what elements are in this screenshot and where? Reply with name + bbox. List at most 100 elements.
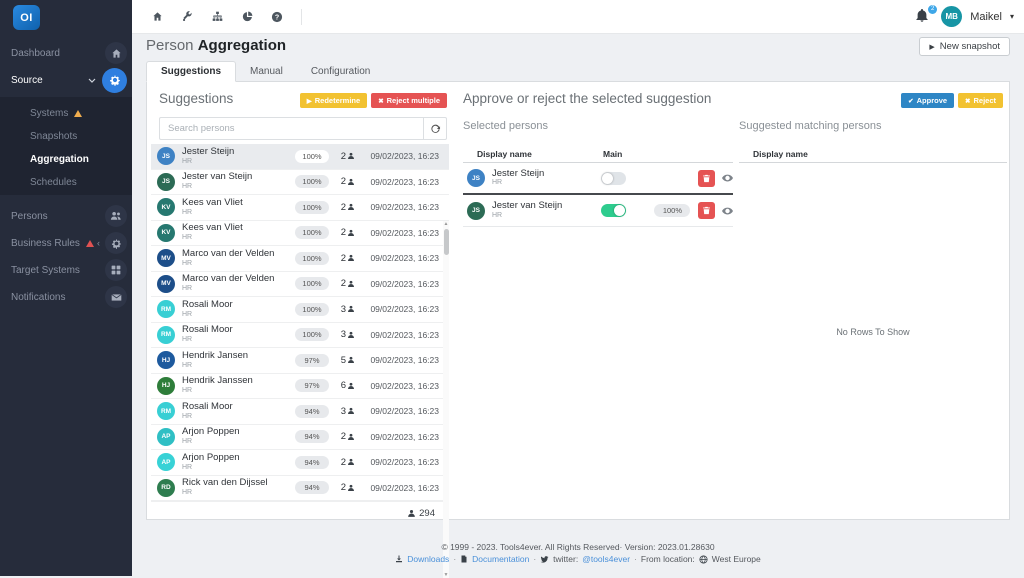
sidebar-item-aggregation[interactable]: Aggregation xyxy=(0,148,132,171)
avatar: JS xyxy=(157,172,175,191)
wrench-icon[interactable] xyxy=(177,7,197,27)
twitter-handle-link[interactable]: @tools4ever xyxy=(582,554,631,564)
avatar: KV xyxy=(157,198,175,217)
column-display-name: Display name xyxy=(477,148,532,159)
person-dept: HR xyxy=(182,412,193,420)
suggestion-row[interactable]: RM Rosali Moor HR 100% 3 09/02/2023, 16:23 xyxy=(151,323,449,348)
notifications-bell-icon[interactable]: 2 xyxy=(915,4,938,26)
person-name: Jester van Steijn xyxy=(492,200,563,212)
person-dept: HR xyxy=(182,310,193,318)
suggestion-row[interactable]: RM Rosali Moor HR 100% 3 09/02/2023, 16:23 xyxy=(151,297,449,323)
redetermine-button[interactable]: ▶ Redetermine xyxy=(299,93,368,108)
avatar: JS xyxy=(467,169,485,187)
app-logo[interactable]: OI xyxy=(13,5,40,30)
person-name: Marco van der Velden xyxy=(182,248,275,259)
match-percent-badge: 94% xyxy=(295,455,329,469)
person-count: 2 xyxy=(329,176,355,187)
search-input[interactable] xyxy=(159,117,423,140)
sidebar-item-target-systems[interactable]: Target Systems xyxy=(0,257,132,283)
sidebar-item-label: Persons xyxy=(11,210,48,222)
suggestion-row[interactable]: MV Marco van der Velden HR 100% 2 09/02/2023,… xyxy=(151,246,449,272)
documentation-link[interactable]: Documentation xyxy=(472,554,530,564)
match-percent-badge: 100% xyxy=(295,277,329,291)
match-percent-badge: 100% xyxy=(295,149,329,163)
user-avatar[interactable]: MB xyxy=(941,6,963,27)
person-count: 2 xyxy=(329,457,355,468)
source-submenu: Systems Snapshots Aggregation Schedules xyxy=(0,97,132,195)
sidebar-item-source[interactable]: Source xyxy=(0,67,132,93)
avatar: AP xyxy=(157,427,175,446)
refresh-button[interactable] xyxy=(423,117,447,140)
person-icon xyxy=(348,357,354,364)
tab-suggestions[interactable]: Suggestions xyxy=(146,61,237,82)
suggestion-row[interactable]: KV Kees van Vliet HR 100% 2 09/02/2023, 16:23 xyxy=(151,195,449,221)
new-snapshot-button[interactable]: ▶ New snapshot xyxy=(919,37,1010,56)
person-icon xyxy=(348,255,354,262)
person-info: Jester van Steijn HR xyxy=(182,172,295,191)
person-name: Hendrik Janssen xyxy=(182,376,253,387)
suggestion-row[interactable]: JS Jester van Steijn HR 100% 2 09/02/2023, 16… xyxy=(151,170,449,195)
view-person-icon[interactable] xyxy=(722,174,733,182)
suggestion-row[interactable]: HJ Hendrik Jansen HR 97% 5 09/02/2023, 16:23 xyxy=(151,348,449,374)
main-toggle[interactable] xyxy=(601,204,627,217)
separator: · xyxy=(533,554,537,564)
person-info: Rick van den Dijssel HR xyxy=(182,478,295,497)
suggestion-row[interactable]: KV Kees van Vliet HR 100% 2 09/02/2023, 16:23 xyxy=(151,221,449,246)
snapshot-date: 09/02/2023, 16:23 xyxy=(370,431,439,442)
match-percent-badge: 100% xyxy=(654,204,691,217)
pie-chart-icon[interactable] xyxy=(237,7,257,27)
scrollbar-thumb[interactable] xyxy=(443,229,449,255)
view-person-icon[interactable] xyxy=(722,207,733,215)
person-count: 6 xyxy=(329,380,355,391)
column-main: Main xyxy=(603,148,623,159)
suggestion-row[interactable]: RM Rosali Moor HR 94% 3 09/02/2023, 16:23 xyxy=(151,399,449,425)
person-dept: HR xyxy=(182,438,193,446)
reject-multiple-button[interactable]: ✖ Reject multiple xyxy=(371,93,447,108)
snapshot-date: 09/02/2023, 16:23 xyxy=(370,355,439,366)
snapshot-date: 09/02/2023, 16:23 xyxy=(370,227,439,238)
home-icon[interactable] xyxy=(147,7,167,27)
approve-button[interactable]: ✔ Approve xyxy=(901,93,955,108)
notification-badge: 2 xyxy=(928,4,938,14)
sidebar-item-dashboard[interactable]: Dashboard xyxy=(0,40,132,66)
suggestion-row[interactable]: AP Arjon Poppen HR 94% 2 09/02/2023, 16:23 xyxy=(151,425,449,450)
suggestion-row[interactable]: RD Rick van den Dijssel HR 94% 2 09/02/2023, … xyxy=(151,476,449,501)
suggestion-row[interactable]: MV Marco van der Velden HR 100% 2 09/02/2023,… xyxy=(151,272,449,297)
sitemap-icon[interactable] xyxy=(207,7,227,27)
chevron-down-icon[interactable]: ▾ xyxy=(1009,12,1014,21)
eye-icon xyxy=(722,207,733,214)
delete-person-button[interactable] xyxy=(698,202,715,219)
selected-persons-table: JS Jester Steijn HR JS Jester van Steijn HR 10… xyxy=(463,163,733,227)
main-toggle[interactable] xyxy=(601,171,627,185)
person-name: Kees van Vliet xyxy=(182,197,243,208)
person-icon xyxy=(348,178,354,185)
sidebar-item-snapshots[interactable]: Snapshots xyxy=(0,125,132,148)
suggestion-row[interactable]: JS Jester Steijn HR 100% 2 09/02/2023, 16:23 xyxy=(151,144,449,170)
snapshot-date: 09/02/2023, 16:23 xyxy=(370,482,439,493)
sidebar-item-business-rules[interactable]: Business Rules ‹ xyxy=(0,230,132,256)
help-icon[interactable]: ? xyxy=(267,7,287,27)
tab-configuration[interactable]: Configuration xyxy=(310,65,371,77)
sidebar-item-systems[interactable]: Systems xyxy=(0,102,132,125)
separator: · xyxy=(453,554,457,564)
match-percent-badge: 100% xyxy=(295,175,329,189)
page-title: Person Aggregation xyxy=(146,37,287,54)
delete-person-button[interactable] xyxy=(698,169,715,187)
reject-button[interactable]: ✖ Reject xyxy=(958,93,1003,108)
person-info: Jester Steijn HR xyxy=(182,147,295,166)
downloads-link[interactable]: Downloads xyxy=(407,554,450,564)
avatar: RM xyxy=(157,300,175,319)
person-info: Hendrik Jansen HR xyxy=(182,351,295,370)
approve-panel: Approve or reject the selected suggestio… xyxy=(463,82,1007,518)
suggestion-row[interactable]: AP Arjon Poppen HR 94% 2 09/02/2023, 16:23 xyxy=(151,450,449,476)
empty-state-text: No Rows To Show xyxy=(836,327,910,337)
suggestion-row[interactable]: HJ Hendrik Janssen HR 97% 6 09/02/2023, 16:23 xyxy=(151,374,449,399)
scroll-down-icon[interactable]: ▼ xyxy=(443,572,449,578)
tab-manual[interactable]: Manual xyxy=(250,65,283,77)
scrollbar[interactable]: ▲ ▼ xyxy=(443,221,449,578)
sidebar-item-notifications[interactable]: Notifications xyxy=(0,284,132,310)
scroll-up-icon[interactable]: ▲ xyxy=(443,221,449,227)
user-menu[interactable]: Maikel xyxy=(970,10,1002,23)
sidebar-item-schedules[interactable]: Schedules xyxy=(0,171,132,194)
sidebar-item-persons[interactable]: Persons xyxy=(0,203,132,229)
